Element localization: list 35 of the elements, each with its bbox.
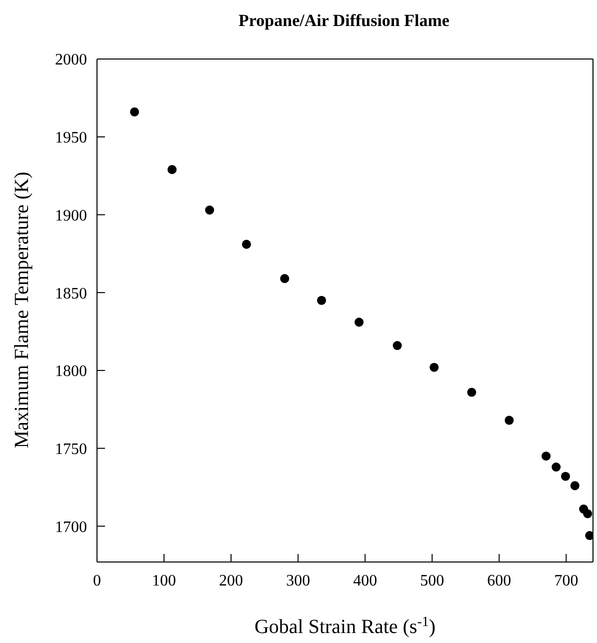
- point: [570, 481, 580, 490]
- y-tick-label: 1850: [55, 285, 87, 302]
- y-tick-label: 1900: [55, 207, 87, 224]
- x-tick-label: 200: [219, 572, 244, 590]
- point: [583, 509, 592, 518]
- x-tick-label: 500: [420, 572, 444, 590]
- x-axis-title: Gobal Strain Rate (s$^{-1}$): [254, 614, 436, 638]
- point: [130, 107, 140, 116]
- y-axis-title: Maximum Flame Temperature (K): [11, 172, 33, 448]
- point: [242, 240, 251, 249]
- point: [585, 531, 593, 540]
- y-tick-label: 1950: [55, 130, 87, 147]
- point: [205, 206, 214, 215]
- x-tick-label: 300: [286, 572, 310, 590]
- y-tick-label: 2000: [55, 52, 87, 69]
- x-tick-label: 700: [554, 572, 578, 590]
- point: [280, 274, 290, 284]
- point: [504, 416, 514, 425]
- point: [392, 341, 402, 350]
- point: [168, 165, 177, 174]
- x-tick-label: 0: [93, 572, 101, 590]
- x-tick-label: 400: [353, 572, 378, 590]
- point: [542, 452, 551, 461]
- point: [561, 472, 570, 481]
- x-tick-label: 100: [152, 572, 176, 590]
- chart-title: Propane/Air Diffusion Flame: [238, 11, 450, 30]
- point: [354, 318, 364, 327]
- point: [317, 296, 326, 305]
- point: [467, 388, 476, 397]
- y-tick-label: 1700: [55, 518, 87, 536]
- point: [552, 462, 561, 472]
- y-tick-label: 1800: [55, 363, 87, 380]
- y-tick-label: 1750: [55, 441, 87, 458]
- x-tick-label: 600: [487, 572, 512, 590]
- point: [430, 362, 439, 372]
